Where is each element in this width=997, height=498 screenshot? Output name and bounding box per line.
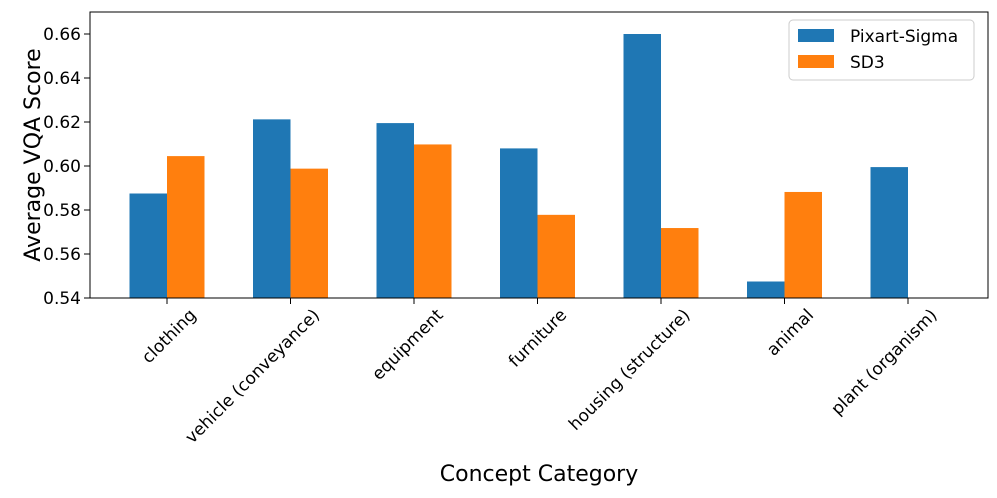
- x-tick-label: vehicle (conveyance): [182, 305, 324, 447]
- bar-sd3-furniture: [537, 214, 575, 298]
- legend-box: [788, 19, 975, 81]
- bars-layer: [129, 34, 908, 298]
- x-tick-label: plant (organism): [828, 305, 942, 419]
- x-tick-label: animal: [763, 305, 818, 360]
- y-tick-label: 0.60: [43, 157, 81, 177]
- bar-sd3-animal: [784, 191, 822, 298]
- bar-sd3-clothing: [167, 156, 205, 298]
- bar-sd3-housing-structure-: [661, 228, 699, 298]
- y-axis-title: Average VQA Score: [21, 48, 46, 261]
- x-tick-label: housing (structure): [565, 305, 694, 434]
- legend-label: SD3: [850, 53, 885, 73]
- y-tick-label: 0.62: [43, 113, 81, 133]
- legend-swatch: [798, 55, 834, 68]
- bar-pixart-sigma-vehicle-conveyance-: [253, 119, 291, 298]
- bar-sd3-equipment: [414, 144, 452, 298]
- x-tick-label: furniture: [505, 305, 571, 371]
- legend: Pixart-Sigma SD3: [788, 19, 975, 81]
- y-tick-label: 0.56: [43, 245, 81, 265]
- x-tick-label: equipment: [368, 305, 447, 384]
- y-axis: 0.54 0.56 0.58 0.60 0.62 0.64 0.66: [43, 25, 90, 309]
- bar-pixart-sigma-furniture: [500, 148, 538, 298]
- bar-pixart-sigma-clothing: [129, 193, 167, 298]
- y-tick-label: 0.66: [43, 25, 81, 45]
- bar-pixart-sigma-housing-structure-: [623, 34, 661, 298]
- bar-pixart-sigma-equipment: [376, 123, 414, 298]
- x-axis-title: Concept Category: [440, 462, 638, 487]
- legend-swatch: [798, 29, 834, 42]
- bar-sd3-vehicle-conveyance-: [290, 168, 328, 298]
- y-tick-label: 0.58: [43, 201, 81, 221]
- x-tick-label: clothing: [138, 305, 200, 367]
- y-tick-label: 0.64: [43, 69, 81, 89]
- bar-pixart-sigma-plant-organism-: [870, 167, 908, 298]
- bar-pixart-sigma-animal: [747, 281, 785, 298]
- plot-frame: [89, 11, 989, 299]
- y-tick-label: 0.54: [43, 289, 81, 309]
- legend-label: Pixart-Sigma: [850, 27, 958, 47]
